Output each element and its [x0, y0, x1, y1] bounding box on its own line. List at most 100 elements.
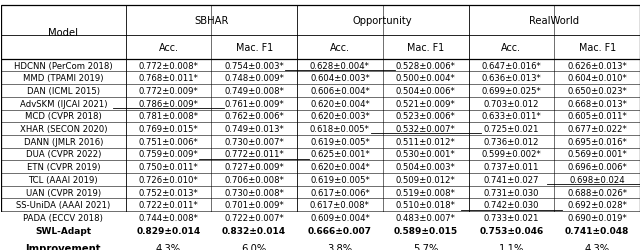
- Text: 0.726±0.010*: 0.726±0.010*: [139, 175, 198, 184]
- Text: 0.727±0.009*: 0.727±0.009*: [224, 162, 284, 172]
- Text: 0.754±0.003*: 0.754±0.003*: [224, 61, 284, 70]
- Text: 0.736±0.012: 0.736±0.012: [484, 137, 539, 146]
- Text: 0.692±0.028*: 0.692±0.028*: [567, 200, 627, 209]
- Text: 0.750±0.011*: 0.750±0.011*: [139, 162, 198, 172]
- Text: 0.647±0.016*: 0.647±0.016*: [481, 61, 541, 70]
- Text: 0.589±0.015: 0.589±0.015: [394, 226, 458, 235]
- Text: TCL (AAAI 2019): TCL (AAAI 2019): [28, 175, 98, 184]
- Text: 0.609±0.004*: 0.609±0.004*: [310, 213, 370, 222]
- Text: 0.772±0.011*: 0.772±0.011*: [224, 150, 284, 159]
- Text: 0.528±0.006*: 0.528±0.006*: [396, 61, 456, 70]
- Text: 0.617±0.006*: 0.617±0.006*: [310, 188, 370, 197]
- Text: 0.618±0.005*: 0.618±0.005*: [310, 124, 370, 134]
- Text: 0.772±0.008*: 0.772±0.008*: [138, 61, 198, 70]
- Text: 0.599±0.002*: 0.599±0.002*: [481, 150, 541, 159]
- Text: SS-UniDA (AAAI 2021): SS-UniDA (AAAI 2021): [16, 200, 110, 209]
- Text: Mac. F1: Mac. F1: [407, 42, 444, 52]
- Text: 0.620±0.003*: 0.620±0.003*: [310, 112, 370, 121]
- Text: ETN (CVPR 2019): ETN (CVPR 2019): [26, 162, 100, 172]
- Text: 0.521±0.009*: 0.521±0.009*: [396, 99, 456, 108]
- Text: 0.626±0.013*: 0.626±0.013*: [567, 61, 627, 70]
- Text: Mac. F1: Mac. F1: [236, 42, 273, 52]
- Text: 0.759±0.009*: 0.759±0.009*: [139, 150, 198, 159]
- Text: 0.725±0.021: 0.725±0.021: [484, 124, 539, 134]
- Text: 0.628±0.004*: 0.628±0.004*: [310, 61, 370, 70]
- Text: 0.706±0.008*: 0.706±0.008*: [224, 175, 284, 184]
- Text: 1.1%: 1.1%: [499, 244, 524, 250]
- Text: 0.619±0.005*: 0.619±0.005*: [310, 175, 370, 184]
- Text: 0.731±0.030: 0.731±0.030: [484, 188, 539, 197]
- Text: 0.625±0.001*: 0.625±0.001*: [310, 150, 370, 159]
- Text: 0.690±0.019*: 0.690±0.019*: [567, 213, 627, 222]
- Text: DUA (CVPR 2022): DUA (CVPR 2022): [26, 150, 101, 159]
- Text: SWL-Adapt: SWL-Adapt: [35, 226, 92, 235]
- Text: 0.569±0.001*: 0.569±0.001*: [567, 150, 627, 159]
- Text: 0.752±0.013*: 0.752±0.013*: [139, 188, 198, 197]
- Text: 0.832±0.014: 0.832±0.014: [222, 226, 286, 235]
- Text: 0.604±0.010*: 0.604±0.010*: [567, 74, 627, 83]
- Text: 6.0%: 6.0%: [241, 244, 267, 250]
- Text: 0.636±0.013*: 0.636±0.013*: [481, 74, 541, 83]
- Text: 0.699±0.025*: 0.699±0.025*: [481, 86, 541, 96]
- Text: 0.749±0.008*: 0.749±0.008*: [224, 86, 284, 96]
- Text: 0.703±0.012: 0.703±0.012: [484, 99, 539, 108]
- Text: 5.7%: 5.7%: [413, 244, 438, 250]
- Text: Acc.: Acc.: [159, 42, 179, 52]
- Text: 0.504±0.003*: 0.504±0.003*: [396, 162, 456, 172]
- Text: 0.786±0.009*: 0.786±0.009*: [138, 99, 198, 108]
- Text: XHAR (SECON 2020): XHAR (SECON 2020): [19, 124, 107, 134]
- Text: 0.504±0.006*: 0.504±0.006*: [396, 86, 456, 96]
- Text: UAN (CVPR 2019): UAN (CVPR 2019): [26, 188, 101, 197]
- Text: 0.741±0.027: 0.741±0.027: [484, 175, 539, 184]
- Text: 0.730±0.008*: 0.730±0.008*: [224, 188, 284, 197]
- Text: 0.696±0.006*: 0.696±0.006*: [567, 162, 627, 172]
- Text: 0.483±0.007*: 0.483±0.007*: [396, 213, 456, 222]
- Text: 0.511±0.012*: 0.511±0.012*: [396, 137, 456, 146]
- Text: 0.744±0.008*: 0.744±0.008*: [138, 213, 198, 222]
- Text: 0.753±0.046: 0.753±0.046: [479, 226, 543, 235]
- Text: Acc.: Acc.: [330, 42, 350, 52]
- Text: 0.619±0.005*: 0.619±0.005*: [310, 137, 370, 146]
- Text: 0.604±0.003*: 0.604±0.003*: [310, 74, 370, 83]
- Text: Acc.: Acc.: [501, 42, 522, 52]
- Text: 0.530±0.001*: 0.530±0.001*: [396, 150, 456, 159]
- Text: 0.617±0.008*: 0.617±0.008*: [310, 200, 370, 209]
- Text: 0.741±0.048: 0.741±0.048: [565, 226, 629, 235]
- Text: RealWorld: RealWorld: [529, 16, 579, 26]
- Text: PADA (ECCV 2018): PADA (ECCV 2018): [23, 213, 103, 222]
- Text: 0.620±0.004*: 0.620±0.004*: [310, 162, 370, 172]
- Text: Opportunity: Opportunity: [353, 16, 413, 26]
- Text: Model: Model: [48, 28, 78, 38]
- Text: 0.751±0.006*: 0.751±0.006*: [139, 137, 198, 146]
- Text: SBHAR: SBHAR: [194, 16, 228, 26]
- Text: 0.722±0.011*: 0.722±0.011*: [139, 200, 198, 209]
- Text: MMD (TPAMI 2019): MMD (TPAMI 2019): [23, 74, 104, 83]
- Text: 0.688±0.026*: 0.688±0.026*: [567, 188, 627, 197]
- Text: 0.749±0.013*: 0.749±0.013*: [224, 124, 284, 134]
- Text: 0.829±0.014: 0.829±0.014: [136, 226, 200, 235]
- Text: 0.509±0.012*: 0.509±0.012*: [396, 175, 456, 184]
- Text: 0.701±0.009*: 0.701±0.009*: [224, 200, 284, 209]
- Text: 0.633±0.011*: 0.633±0.011*: [481, 112, 541, 121]
- Text: 0.737±0.011: 0.737±0.011: [484, 162, 539, 172]
- Text: 0.748±0.009*: 0.748±0.009*: [224, 74, 284, 83]
- Text: 0.762±0.006*: 0.762±0.006*: [224, 112, 284, 121]
- Text: 0.677±0.022*: 0.677±0.022*: [567, 124, 627, 134]
- Text: 0.698±0.024: 0.698±0.024: [570, 175, 625, 184]
- Text: AdvSKM (IJCAI 2021): AdvSKM (IJCAI 2021): [19, 99, 107, 108]
- Text: 0.606±0.004*: 0.606±0.004*: [310, 86, 370, 96]
- Text: 0.761±0.009*: 0.761±0.009*: [224, 99, 284, 108]
- Text: 4.3%: 4.3%: [156, 244, 181, 250]
- Text: 3.8%: 3.8%: [327, 244, 353, 250]
- Text: 0.605±0.011*: 0.605±0.011*: [567, 112, 627, 121]
- Text: Improvement: Improvement: [26, 244, 101, 250]
- Text: 0.772±0.009*: 0.772±0.009*: [139, 86, 198, 96]
- Text: Mac. F1: Mac. F1: [579, 42, 616, 52]
- Text: DAN (ICML 2015): DAN (ICML 2015): [27, 86, 100, 96]
- Text: 0.695±0.016*: 0.695±0.016*: [567, 137, 627, 146]
- Text: 0.768±0.011*: 0.768±0.011*: [138, 74, 198, 83]
- Text: 0.722±0.007*: 0.722±0.007*: [224, 213, 284, 222]
- Text: HDCNN (PerCom 2018): HDCNN (PerCom 2018): [14, 61, 113, 70]
- Text: 4.3%: 4.3%: [584, 244, 610, 250]
- Text: DANN (JMLR 2016): DANN (JMLR 2016): [24, 137, 103, 146]
